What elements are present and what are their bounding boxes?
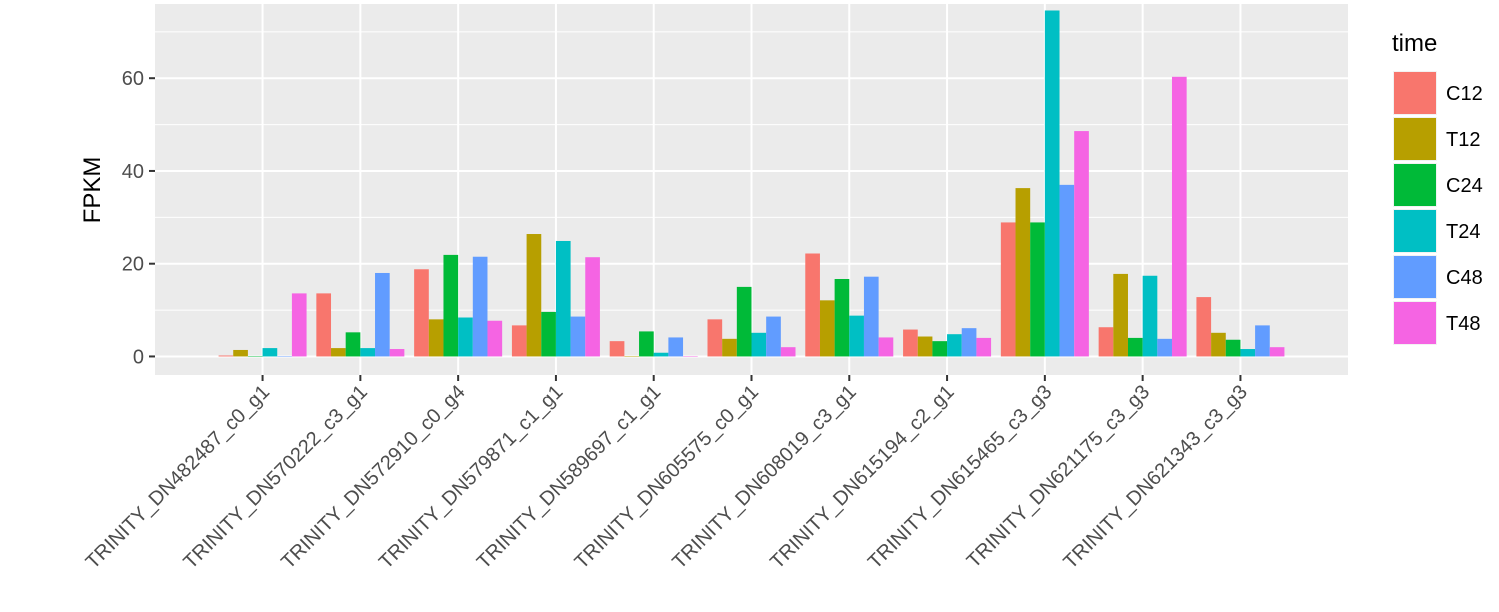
bar-c12 bbox=[1196, 297, 1212, 357]
bar-c48 bbox=[668, 337, 684, 357]
bar-c24 bbox=[932, 341, 948, 357]
bar-t48 bbox=[487, 320, 503, 357]
bar-t12 bbox=[233, 349, 248, 357]
y-tick-label: 20 bbox=[122, 254, 144, 276]
bar-c24 bbox=[443, 254, 459, 357]
bar-t12 bbox=[917, 336, 933, 357]
bar-t12 bbox=[428, 319, 444, 357]
bar-t48 bbox=[878, 337, 894, 357]
bar-c24 bbox=[834, 279, 850, 357]
bar-c12 bbox=[1000, 222, 1016, 357]
bar-c48 bbox=[961, 328, 977, 357]
bar-t48 bbox=[1171, 76, 1187, 357]
bar-t24 bbox=[947, 334, 962, 357]
bar-t24 bbox=[458, 317, 473, 357]
legend-key-t48 bbox=[1394, 302, 1436, 344]
bar-t24 bbox=[360, 348, 376, 357]
bar-c12 bbox=[414, 269, 429, 357]
bar-t12 bbox=[722, 338, 737, 357]
bar-t48 bbox=[291, 293, 307, 357]
bar-c48 bbox=[472, 256, 488, 357]
x-tick-label: TRINITY_DN572910_c0_g4 bbox=[277, 381, 469, 573]
bar-c48 bbox=[766, 316, 781, 357]
bar-t24 bbox=[1142, 275, 1158, 357]
bar-t12 bbox=[526, 234, 542, 357]
bar-t12 bbox=[1015, 188, 1031, 357]
bar-t24 bbox=[1044, 10, 1060, 357]
y-tick-label: 0 bbox=[133, 346, 144, 368]
legend-label: T12 bbox=[1446, 129, 1480, 151]
bar-t48 bbox=[389, 349, 405, 357]
bar-c24 bbox=[639, 331, 654, 357]
legend-label: T48 bbox=[1446, 313, 1480, 335]
bar-c48 bbox=[1255, 325, 1270, 357]
bar-c48 bbox=[1157, 338, 1172, 357]
legend: time C12 T12 C24 T24 C48 T48 bbox=[1392, 30, 1483, 345]
bar-t48 bbox=[780, 347, 796, 357]
bar-c48 bbox=[375, 272, 390, 357]
x-axis: TRINITY_DN482487_c0_g1TRINITY_DN570222_c… bbox=[82, 375, 1252, 573]
bar-t24 bbox=[653, 352, 669, 357]
bar-t24 bbox=[849, 315, 864, 357]
bar-t24 bbox=[262, 348, 278, 357]
bar-t24 bbox=[555, 240, 571, 357]
legend-label: C12 bbox=[1446, 83, 1483, 105]
bar-c12 bbox=[805, 253, 820, 357]
bar-c24 bbox=[736, 286, 752, 357]
legend-key-c24 bbox=[1394, 164, 1436, 206]
bar-t12 bbox=[1211, 332, 1226, 357]
legend-key-c48 bbox=[1394, 256, 1436, 298]
bar-c12 bbox=[511, 325, 527, 357]
bar-c12 bbox=[903, 329, 918, 357]
y-tick-label: 40 bbox=[122, 161, 144, 183]
bar-c24 bbox=[541, 311, 556, 357]
bar-t24 bbox=[751, 332, 767, 357]
x-tick-label: TRINITY_DN570222_c3_g1 bbox=[180, 381, 372, 573]
bar-c12 bbox=[218, 355, 234, 357]
bar-t12 bbox=[819, 300, 835, 357]
x-tick-label: TRINITY_DN615194_c2_g1 bbox=[766, 381, 958, 573]
bar-t48 bbox=[585, 257, 600, 357]
x-tick-label: TRINITY_DN605575_c0_g1 bbox=[571, 381, 763, 573]
bar-t24 bbox=[1240, 349, 1256, 357]
legend-key-t24 bbox=[1394, 210, 1436, 252]
legend-label: T24 bbox=[1446, 221, 1480, 243]
bar-c48 bbox=[863, 276, 879, 357]
legend-key-t12 bbox=[1394, 118, 1436, 160]
legend-key-c12 bbox=[1394, 72, 1436, 114]
x-tick-label: TRINITY_DN621343_c3_g3 bbox=[1060, 381, 1252, 573]
x-tick-label: TRINITY_DN615465_c3_g3 bbox=[864, 381, 1056, 573]
bar-c12 bbox=[707, 319, 723, 357]
bar-t48 bbox=[1074, 131, 1089, 357]
bar-t12 bbox=[331, 348, 346, 357]
bar-c24 bbox=[1127, 337, 1143, 357]
legend-label: C24 bbox=[1446, 175, 1483, 197]
bar-c48 bbox=[570, 316, 586, 357]
bar-c12 bbox=[316, 293, 332, 357]
x-tick-label: TRINITY_DN579871_c1_g1 bbox=[375, 381, 567, 573]
y-axis: 0 20 40 60 bbox=[122, 68, 155, 368]
bar-t48 bbox=[1269, 347, 1285, 357]
legend-title: time bbox=[1392, 30, 1437, 57]
y-axis-label: FPKM bbox=[79, 157, 106, 224]
bar-c24 bbox=[1225, 339, 1241, 357]
bar-c24 bbox=[345, 332, 361, 357]
bar-t12 bbox=[1113, 273, 1128, 357]
bar-c12 bbox=[609, 341, 625, 357]
bar-c48 bbox=[1059, 184, 1075, 357]
bar-c24 bbox=[1030, 222, 1045, 357]
bars bbox=[218, 10, 1285, 357]
x-tick-label: TRINITY_DN621175_c3_g3 bbox=[963, 381, 1154, 572]
x-tick-label: TRINITY_DN589697_c1_g1 bbox=[473, 381, 665, 573]
y-tick-label: 60 bbox=[122, 68, 144, 90]
bar-t48 bbox=[976, 337, 992, 357]
x-tick-label: TRINITY_DN608019_c3_g1 bbox=[668, 381, 860, 573]
bar-c12 bbox=[1098, 327, 1114, 357]
legend-label: C48 bbox=[1446, 267, 1483, 289]
legend-items: C12 T12 C24 T24 C48 T48 bbox=[1393, 71, 1483, 345]
x-tick-label: TRINITY_DN482487_c0_g1 bbox=[82, 381, 274, 573]
